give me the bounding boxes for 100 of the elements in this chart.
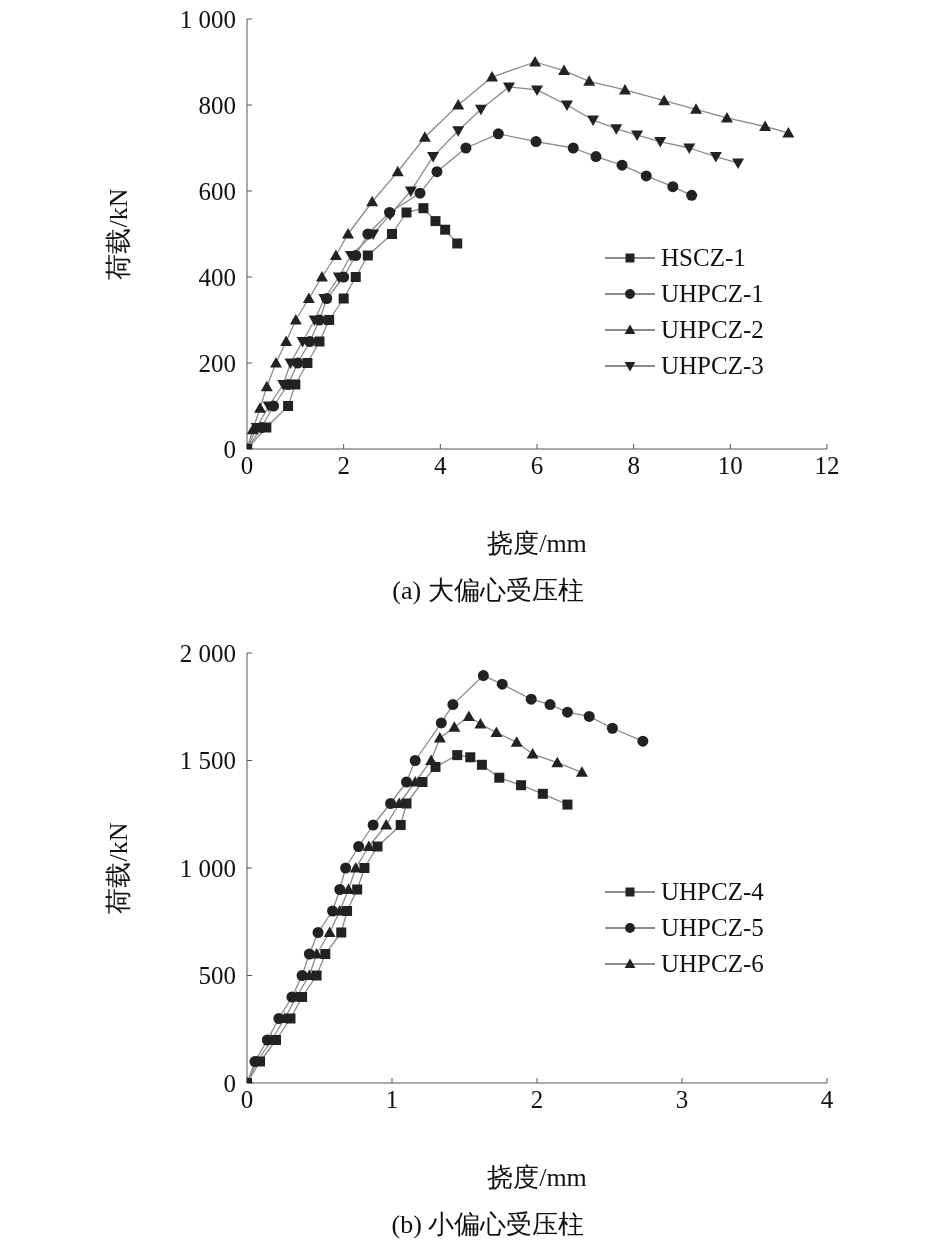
text: (a) 大偏心受压柱 xyxy=(392,576,584,605)
point xyxy=(583,75,596,86)
point xyxy=(435,717,447,729)
point xyxy=(359,863,370,873)
point xyxy=(658,94,671,106)
y-tick-label: 600 xyxy=(198,177,236,205)
y-tick-label: 1 500 xyxy=(179,747,236,775)
point xyxy=(616,159,628,171)
point xyxy=(575,766,588,777)
point xyxy=(526,748,539,759)
point xyxy=(418,203,429,214)
point xyxy=(414,187,426,199)
point xyxy=(530,136,542,148)
point xyxy=(431,166,443,178)
x-tick-label: 4 xyxy=(434,451,448,479)
x-tick-label: 8 xyxy=(627,451,640,479)
point xyxy=(537,788,548,799)
point xyxy=(782,126,795,138)
point xyxy=(418,131,431,142)
point xyxy=(315,271,328,282)
point xyxy=(302,358,313,368)
point xyxy=(334,884,346,895)
point xyxy=(476,759,487,770)
x-tick-label: 10 xyxy=(717,451,743,479)
point xyxy=(352,884,363,895)
point xyxy=(606,722,618,734)
point xyxy=(690,103,703,114)
point xyxy=(430,216,441,227)
point xyxy=(452,750,463,761)
point xyxy=(329,249,342,260)
point xyxy=(465,752,476,763)
y-tick-label: 2 000 xyxy=(179,639,236,667)
point xyxy=(551,756,564,768)
y-tick-label: 1 000 xyxy=(179,5,236,33)
point xyxy=(529,56,542,67)
point xyxy=(433,731,446,743)
point xyxy=(618,83,631,95)
point xyxy=(502,82,515,93)
point xyxy=(385,798,397,809)
point xyxy=(531,85,543,96)
point xyxy=(558,64,571,76)
y-axis-title: 荷载/kN xyxy=(104,188,134,280)
point xyxy=(338,293,349,304)
point xyxy=(474,717,487,729)
point xyxy=(683,143,696,154)
point xyxy=(366,195,379,207)
y-tick-label: 1 000 xyxy=(179,854,236,882)
point xyxy=(372,841,383,852)
point xyxy=(320,949,331,959)
point xyxy=(323,926,336,937)
legend-label: UHPCZ-6 xyxy=(661,950,764,978)
x-tick-label: 3 xyxy=(675,1085,689,1113)
point xyxy=(640,170,652,182)
x-tick-label: 4 xyxy=(820,1085,834,1113)
point xyxy=(284,358,297,369)
legend-label: HSCZ-1 xyxy=(661,244,746,272)
x-axis-title: 挠度/mm xyxy=(487,529,587,558)
x-tick-label: 6 xyxy=(530,451,544,479)
x-tick-label: 12 xyxy=(814,451,840,479)
point xyxy=(490,726,503,738)
point xyxy=(474,104,487,116)
x-tick-label: 1 xyxy=(385,1085,399,1113)
point xyxy=(637,735,649,747)
point xyxy=(260,380,273,392)
point xyxy=(380,819,393,830)
point xyxy=(510,736,523,747)
point xyxy=(283,401,294,411)
y-tick-label: 800 xyxy=(198,91,236,119)
x-tick-label: 2 xyxy=(530,1085,544,1113)
point xyxy=(496,678,508,690)
text: (b) 小偏心受压柱 xyxy=(390,1209,586,1241)
x-tick-label: 0 xyxy=(240,1085,254,1113)
point xyxy=(561,706,573,718)
point xyxy=(631,130,644,142)
point xyxy=(759,120,772,131)
point xyxy=(709,152,722,163)
x-tick-label: 0 xyxy=(240,451,254,479)
y-tick-label: 500 xyxy=(198,962,236,990)
point xyxy=(289,314,302,325)
point xyxy=(401,207,412,218)
point xyxy=(477,670,489,682)
point xyxy=(583,710,595,722)
point xyxy=(567,142,579,154)
point xyxy=(401,798,412,809)
point xyxy=(367,819,379,831)
point xyxy=(254,402,267,413)
point xyxy=(654,137,667,148)
point xyxy=(686,189,698,201)
point xyxy=(590,151,602,163)
point xyxy=(516,780,527,791)
point xyxy=(486,71,499,82)
point xyxy=(302,292,315,303)
point xyxy=(452,126,465,137)
point xyxy=(452,238,463,249)
point xyxy=(720,111,733,123)
point xyxy=(452,99,465,110)
legend-label: UHPCZ-2 xyxy=(661,316,764,344)
point xyxy=(667,181,679,193)
point xyxy=(340,862,352,874)
point xyxy=(448,721,461,732)
